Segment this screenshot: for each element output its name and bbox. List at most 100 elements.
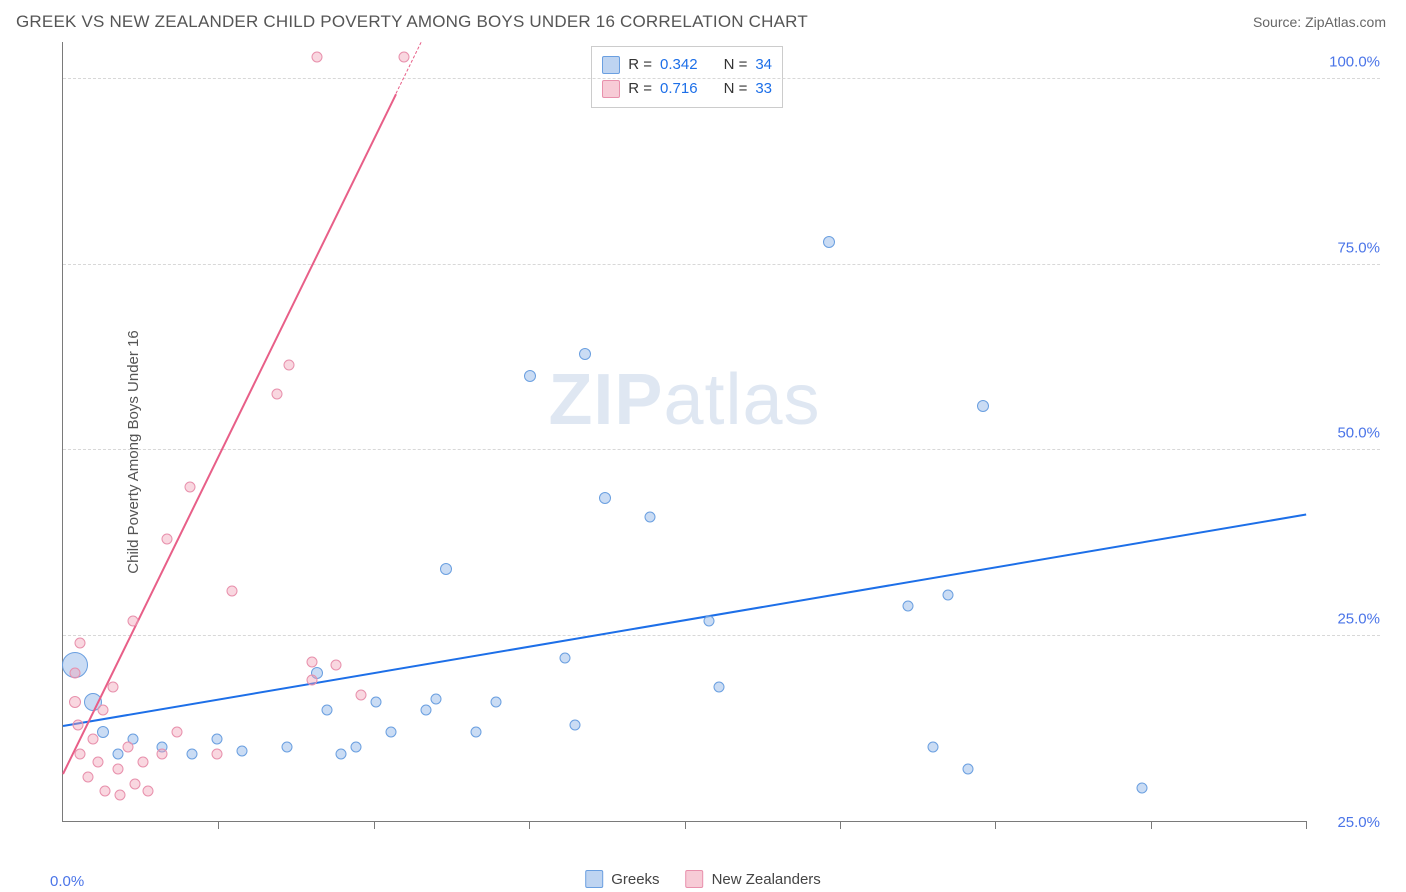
legend-label: Greeks xyxy=(611,871,659,888)
chart-area: Child Poverty Among Boys Under 16 ZIPatl… xyxy=(16,42,1390,862)
data-point xyxy=(336,749,347,760)
data-point xyxy=(82,771,93,782)
data-point xyxy=(142,786,153,797)
data-point xyxy=(87,734,98,745)
legend-label: New Zealanders xyxy=(712,871,821,888)
data-point xyxy=(560,652,571,663)
data-point xyxy=(321,704,332,715)
x-tick xyxy=(374,821,375,829)
data-point xyxy=(271,389,282,400)
data-point xyxy=(306,675,317,686)
data-point xyxy=(130,778,141,789)
legend-item-greeks: Greeks xyxy=(585,870,659,888)
data-point xyxy=(122,741,133,752)
data-point xyxy=(172,726,183,737)
data-point xyxy=(704,615,715,626)
swatch-blue xyxy=(585,870,603,888)
data-point xyxy=(137,756,148,767)
swatch-icon xyxy=(602,80,620,98)
data-point xyxy=(470,726,481,737)
trend-line-nz xyxy=(62,93,397,774)
x-tick xyxy=(840,821,841,829)
r-label: R = xyxy=(628,77,652,101)
legend-stat-row: R = 0.716 N = 33 xyxy=(602,77,772,101)
gridline xyxy=(63,78,1380,79)
x-tick xyxy=(1151,821,1152,829)
n-label: N = xyxy=(724,53,748,77)
data-point xyxy=(75,637,86,648)
legend-item-nz: New Zealanders xyxy=(686,870,821,888)
data-point xyxy=(97,704,108,715)
series-legend: Greeks New Zealanders xyxy=(585,870,821,888)
chart-title: GREEK VS NEW ZEALANDER CHILD POVERTY AMO… xyxy=(16,12,808,32)
data-point xyxy=(823,236,835,248)
data-point xyxy=(903,600,914,611)
data-point xyxy=(227,586,238,597)
r-value: 0.342 xyxy=(660,53,698,77)
r-label: R = xyxy=(628,53,652,77)
y-tick-label: 100.0% xyxy=(1316,54,1380,71)
watermark: ZIPatlas xyxy=(548,359,820,441)
data-point xyxy=(107,682,118,693)
correlation-legend: R = 0.342 N = 34 R = 0.716 N = 33 xyxy=(591,46,783,108)
x-tick xyxy=(529,821,530,829)
data-point xyxy=(284,359,295,370)
data-point xyxy=(306,656,317,667)
x-tick xyxy=(218,821,219,829)
data-point xyxy=(184,482,195,493)
data-point xyxy=(92,756,103,767)
data-point xyxy=(420,704,431,715)
data-point xyxy=(430,693,441,704)
data-point xyxy=(97,726,109,738)
data-point xyxy=(928,741,939,752)
n-value: 33 xyxy=(755,77,772,101)
r-value: 0.716 xyxy=(660,77,698,101)
data-point xyxy=(579,348,591,360)
x-tick xyxy=(995,821,996,829)
data-point xyxy=(75,749,86,760)
legend-stat-row: R = 0.342 N = 34 xyxy=(602,53,772,77)
data-point xyxy=(570,719,581,730)
data-point xyxy=(962,764,973,775)
data-point xyxy=(236,745,247,756)
data-point xyxy=(943,589,954,600)
data-point xyxy=(112,764,123,775)
data-point xyxy=(212,749,223,760)
data-point xyxy=(212,734,223,745)
data-point xyxy=(1136,782,1147,793)
data-point xyxy=(490,697,501,708)
source-label: Source: ZipAtlas.com xyxy=(1253,14,1386,30)
x-end-label: 25.0% xyxy=(1337,814,1380,831)
data-point xyxy=(69,696,81,708)
data-point xyxy=(100,786,111,797)
data-point xyxy=(351,741,362,752)
x-tick xyxy=(685,821,686,829)
data-point xyxy=(115,790,126,801)
y-tick-label: 50.0% xyxy=(1316,425,1380,442)
data-point xyxy=(311,51,322,62)
y-tick-label: 75.0% xyxy=(1316,239,1380,256)
data-point xyxy=(72,719,83,730)
data-point xyxy=(70,667,81,678)
trend-line-dash-nz xyxy=(396,42,422,93)
data-point xyxy=(281,741,292,752)
gridline xyxy=(63,264,1380,265)
data-point xyxy=(714,682,725,693)
trend-line-greeks xyxy=(63,513,1306,726)
data-point xyxy=(162,534,173,545)
data-point xyxy=(977,400,989,412)
data-point xyxy=(157,749,168,760)
data-point xyxy=(331,660,342,671)
data-point xyxy=(112,749,123,760)
data-point xyxy=(386,726,397,737)
data-point xyxy=(398,51,409,62)
n-label: N = xyxy=(724,77,748,101)
data-point xyxy=(187,749,198,760)
n-value: 34 xyxy=(755,53,772,77)
plot-region: ZIPatlas R =0.342N =34R =0.716N =33 25.0… xyxy=(62,42,1306,822)
data-point xyxy=(524,370,536,382)
gridline xyxy=(63,635,1380,636)
data-point xyxy=(644,511,655,522)
swatch-icon xyxy=(602,56,620,74)
data-point xyxy=(127,615,138,626)
